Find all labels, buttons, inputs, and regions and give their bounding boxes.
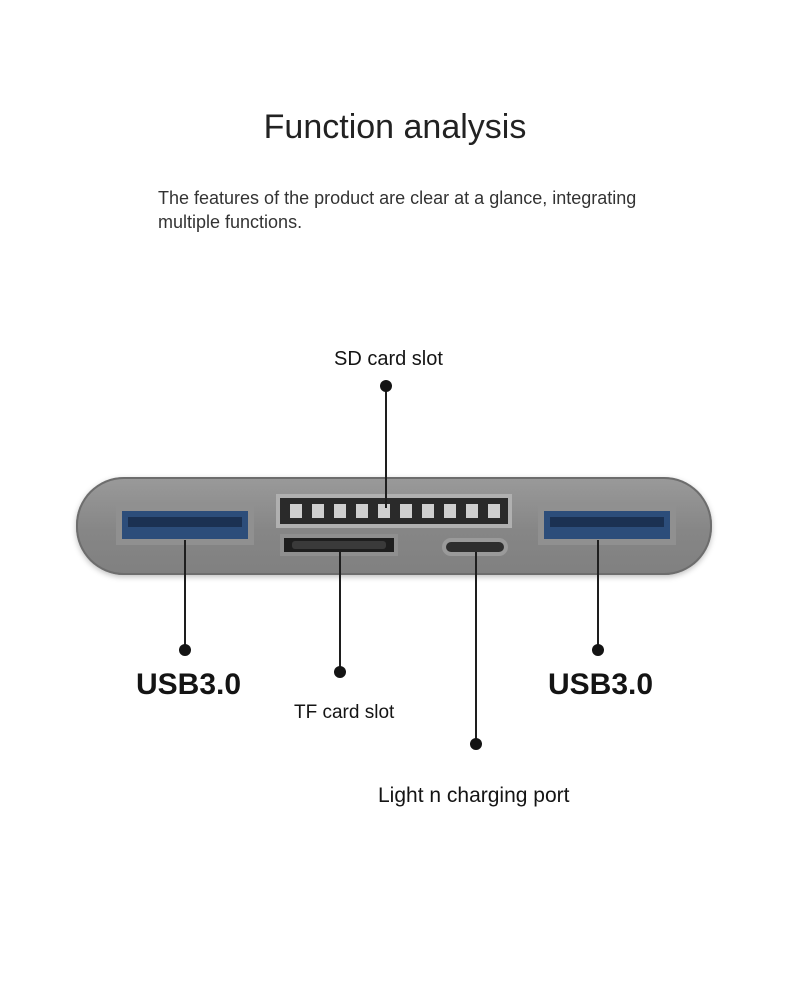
sd-tooth xyxy=(356,504,368,518)
callout-line-tf xyxy=(339,552,341,672)
usb-port-right-inner xyxy=(550,517,664,527)
page-subtitle: The features of the product are clear at… xyxy=(158,186,658,235)
label-tf: TF card slot xyxy=(294,702,394,724)
sd-tooth xyxy=(400,504,412,518)
diagram-canvas: Function analysis The features of the pr… xyxy=(0,0,790,982)
callout-line-charging xyxy=(475,552,477,744)
callout-line-usb-left xyxy=(184,540,186,650)
tf-card-slot-inner xyxy=(292,541,386,549)
callout-line-sd xyxy=(385,386,387,508)
label-charging: Light n charging port xyxy=(378,784,569,808)
callout-dot-usb-left xyxy=(179,644,191,656)
callout-dot-sd xyxy=(380,380,392,392)
sd-tooth xyxy=(312,504,324,518)
page-title: Function analysis xyxy=(0,108,790,147)
callout-line-usb-right xyxy=(597,540,599,650)
callout-dot-charging xyxy=(470,738,482,750)
sd-card-slot xyxy=(276,494,512,528)
label-sd: SD card slot xyxy=(334,348,443,371)
usb-port-left-inner xyxy=(128,517,242,527)
sd-tooth xyxy=(378,504,390,518)
sd-tooth xyxy=(334,504,346,518)
sd-tooth xyxy=(290,504,302,518)
label-usb-left: USB3.0 xyxy=(136,668,241,702)
callout-dot-usb-right xyxy=(592,644,604,656)
sd-tooth xyxy=(422,504,434,518)
usb-port-left xyxy=(116,505,254,545)
callout-dot-tf xyxy=(334,666,346,678)
usb-port-right xyxy=(538,505,676,545)
label-usb-right: USB3.0 xyxy=(548,668,653,702)
sd-tooth xyxy=(444,504,456,518)
sd-tooth xyxy=(488,504,500,518)
sd-tooth xyxy=(466,504,478,518)
